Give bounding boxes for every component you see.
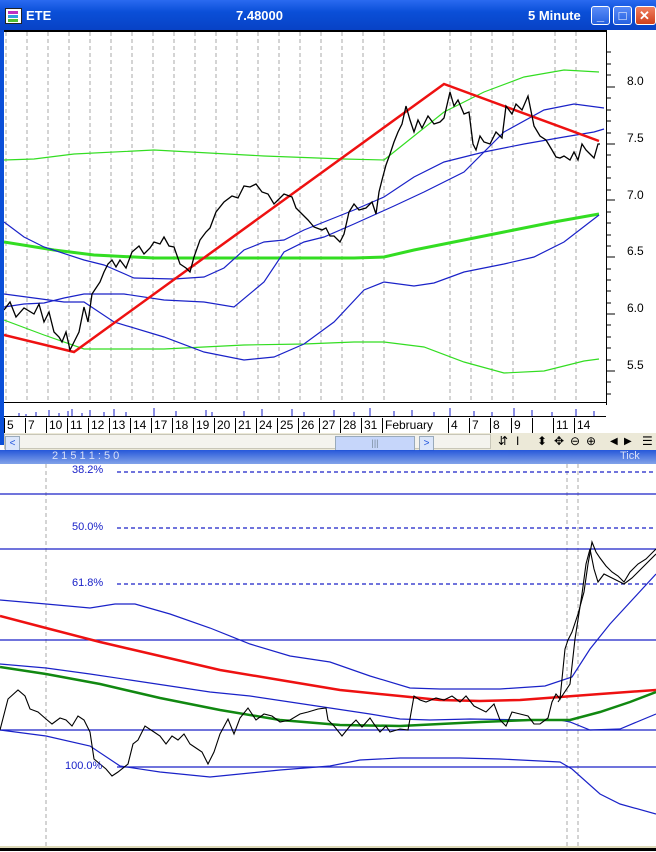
date-label: 20 — [214, 418, 230, 433]
second-window-title: 2 1 5 1 1 : 5 0 — [52, 450, 120, 462]
price-axis[interactable]: 8.0 7.5 7.0 6.5 6.0 5.5 — [606, 30, 656, 405]
close-icon: ✕ — [639, 8, 650, 23]
volume-strip — [4, 402, 606, 417]
date-label: 8 — [490, 418, 500, 433]
date-label: 7 — [25, 418, 35, 433]
cursor-i-icon[interactable]: I — [516, 434, 520, 448]
left-arrow-icon[interactable]: ◀ — [610, 436, 618, 447]
chevron-left-icon: < — [9, 438, 16, 449]
price-label: 6.0 — [627, 301, 644, 315]
date-label: 5 — [4, 418, 14, 433]
date-label: 18 — [172, 418, 188, 433]
volume-bars — [18, 408, 595, 416]
date-label: 19 — [193, 418, 209, 433]
minimize-icon: _ — [596, 8, 605, 23]
panel-divider — [0, 846, 656, 848]
horizontal-scrollbar[interactable]: < ||| > — [4, 434, 491, 451]
last-price: 7.48000 — [236, 8, 283, 23]
chart-window-titlebar[interactable]: ETE 7.48000 5 Minute _ □ ✕ — [0, 0, 656, 30]
symbol-label: ETE — [26, 8, 52, 23]
app-icon — [5, 8, 22, 24]
price-label: 6.5 — [627, 244, 644, 258]
vertical-scale-icon[interactable]: ⬍ — [537, 434, 548, 448]
price-label: 8.0 — [627, 74, 644, 88]
date-label: 13 — [109, 418, 125, 433]
fib-level-label: 61.8% — [72, 577, 104, 589]
price-label: 7.5 — [627, 131, 644, 145]
date-label: 28 — [340, 418, 356, 433]
fib-level-label: 100.0% — [65, 760, 103, 772]
scroll-thumb[interactable]: ||| — [335, 436, 415, 451]
minimize-button[interactable]: _ — [591, 6, 610, 25]
window-frame — [0, 30, 4, 445]
price-axis-ticks — [607, 51, 615, 395]
fib-level-label: 38.2% — [72, 464, 104, 476]
maximize-icon: □ — [618, 8, 627, 23]
date-label: 27 — [319, 418, 335, 433]
second-window-titlebar[interactable]: 2 1 5 1 1 : 5 0 Tick — [0, 450, 656, 464]
scroll-right-button[interactable]: > — [419, 436, 434, 451]
date-label: 7 — [469, 418, 479, 433]
second-window-interval: Tick — [620, 450, 640, 462]
date-label: 12 — [88, 418, 104, 433]
interval-label: 5 Minute — [528, 8, 581, 23]
indicator-panel[interactable]: 38.2% 50.0% 61.8% 100.0% — [0, 464, 656, 846]
date-label: 26 — [298, 418, 314, 433]
date-label: 17 — [151, 418, 167, 433]
scroll-left-button[interactable]: < — [5, 436, 20, 451]
chart-toolbar: < ||| > ⇵ I ⬍ ✥ ⊖ ⊕ ◀ ▶ ☰ — [4, 433, 656, 451]
date-label: 21 — [235, 418, 251, 433]
close-button[interactable]: ✕ — [635, 6, 656, 25]
zoom-out-icon[interactable]: ⊖ — [570, 434, 581, 448]
price-chart-plot — [4, 32, 605, 404]
move-icon[interactable]: ✥ — [554, 434, 565, 448]
date-label: 11 — [553, 418, 568, 433]
date-label: 9 — [511, 418, 521, 433]
price-label: 5.5 — [627, 358, 644, 372]
date-label — [532, 418, 535, 433]
date-label: 31 — [361, 418, 377, 433]
price-label: 7.0 — [627, 188, 644, 202]
date-label: February — [382, 418, 433, 433]
indicator-plot — [0, 464, 656, 846]
date-label: 10 — [46, 418, 62, 433]
date-axis[interactable]: 5 7 10 11 12 13 14 17 18 19 20 21 24 25 … — [4, 416, 606, 434]
panel-border — [0, 848, 656, 851]
date-label: 14 — [130, 418, 146, 433]
zoom-in-icon[interactable]: ⊕ — [586, 434, 597, 448]
date-label: 14 — [574, 418, 590, 433]
panel-icon[interactable]: ☰ — [642, 434, 653, 448]
date-label: 11 — [67, 418, 82, 433]
chevron-right-icon: > — [423, 438, 430, 449]
date-label: 25 — [277, 418, 293, 433]
date-label: 24 — [256, 418, 272, 433]
date-label: 4 — [448, 418, 458, 433]
maximize-button[interactable]: □ — [613, 6, 632, 25]
right-arrow-icon[interactable]: ▶ — [624, 436, 632, 447]
refresh-icon[interactable]: ⇵ — [498, 434, 509, 448]
price-chart[interactable] — [4, 30, 606, 404]
fib-level-label: 50.0% — [72, 521, 104, 533]
